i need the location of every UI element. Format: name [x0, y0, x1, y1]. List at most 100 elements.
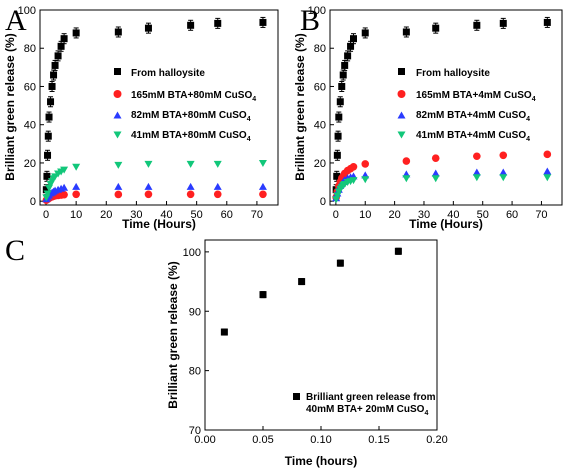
panel-b-legend: From halloysite 165mM BTA+4mM CuSO4 82mM…	[397, 68, 536, 143]
panel-b-plot-area	[329, 9, 563, 206]
panel-a-series-4-point	[43, 190, 52, 198]
panel-b-ticks: 0 10 20 30 40 50 60 70 0 20 40 60 80 100	[308, 5, 548, 221]
panel-c-xtick-label: 0.20	[426, 434, 447, 446]
legend-c-square-marker	[293, 393, 300, 400]
panel-b-series-2-point	[431, 154, 440, 162]
panel-b-series-1-point	[473, 21, 481, 29]
panel-b-ylabel: Brilliant green release (%)	[293, 33, 307, 180]
panel-a-series-4-point	[114, 161, 123, 169]
panel-a-series-1-point	[259, 18, 267, 26]
panel-b-series-2-point	[402, 157, 411, 165]
panel-c-xtick-label: 0.00	[194, 434, 215, 446]
panel-c-series-1-point	[298, 278, 306, 286]
panel-b-ytick-label: 40	[314, 120, 326, 132]
panel-b-series-1-point	[341, 61, 349, 69]
panel-b-label: B	[300, 4, 320, 37]
legend-c-line-2: 40mM BTA+ 20mM CuSO4	[306, 404, 428, 417]
panel-a-series-4-point	[258, 159, 267, 167]
panel-b-xtick-label: 0	[333, 209, 339, 221]
panel-a-ytick-label: 20	[24, 158, 36, 170]
panel-c-ytick-label: 70	[189, 425, 201, 437]
legend-a-square-marker	[114, 68, 121, 75]
panel-a-xtick-label: 30	[130, 209, 142, 221]
panel-c-series-1-point	[336, 259, 344, 267]
panel-a-series-1-point	[51, 61, 59, 69]
panel-b-series-3-point	[543, 167, 552, 175]
panel-b-series-4-point	[332, 196, 341, 204]
panel-a-series-3-point	[60, 183, 69, 191]
panel-c-xtick-label: 0.05	[252, 434, 273, 446]
legend-b-triangle-down-marker	[397, 131, 406, 139]
panel-a-ytick-label: 60	[24, 81, 36, 93]
panel-b-series-1-point	[335, 113, 343, 121]
panel-a-ytick-label: 100	[18, 5, 36, 17]
panel-b-series-4-point	[361, 176, 370, 184]
panel-c-series-1-point	[394, 247, 402, 255]
panel-b-series-1-point	[333, 151, 341, 159]
panel-a-series-1-point	[214, 19, 222, 27]
panel-b-series-2-point	[349, 162, 358, 171]
panel-a-series-2-point	[114, 190, 123, 199]
panel-b-xlabel: Time (Hours)	[409, 217, 483, 231]
panel-a-legend: From halloysite 165mM BTA+80mM CuSO4 82m…	[113, 68, 256, 143]
panel-b-ytick-label: 80	[314, 43, 326, 55]
panel-a-series-1-point	[44, 151, 52, 159]
panel-b-series-1-point	[333, 172, 341, 180]
panel-c-ytick-label: 80	[189, 366, 201, 378]
panel-a-xtick-label: 20	[100, 209, 112, 221]
panel-c-marks	[220, 247, 402, 336]
panel-a-xtick-label: 50	[191, 209, 203, 221]
legend-a-item-2: 165mM BTA+80mM CuSO4	[131, 90, 256, 103]
panel-a-series-1-point	[144, 24, 152, 32]
legend-a-triangle-down-marker	[113, 131, 122, 139]
panel-a-ytick-label: 80	[24, 43, 36, 55]
panel-a-series-3-point	[258, 182, 267, 190]
panel-a-series-1-point	[114, 28, 122, 36]
panel-c-legend: Brilliant green release from 40mM BTA+ 2…	[293, 392, 436, 417]
panel-b-series-2-point	[473, 152, 481, 161]
panel-b-series-3-point	[431, 169, 440, 177]
panel-a-series-1-point	[50, 71, 58, 79]
panel-b-series-1-point	[499, 19, 507, 27]
legend-b-item-1: From halloysite	[416, 68, 490, 79]
panel-b-series-1-point	[402, 28, 410, 36]
panel-b-xtick-label: 20	[388, 209, 400, 221]
panel-a-series-4-point	[60, 166, 69, 174]
panel-a-series-1-point	[54, 52, 62, 60]
panel-a-series-3-point	[144, 182, 153, 190]
panel-a-series-2-point	[144, 190, 153, 199]
legend-b-square-marker	[398, 68, 405, 75]
panel-b-ytick-label: 0	[320, 196, 326, 208]
panel-b-series-4-point	[472, 174, 481, 182]
panel-c-series-1-point	[220, 328, 228, 336]
panel-b-series-1-point	[334, 132, 342, 140]
panel-b-ytick-label: 20	[314, 158, 326, 170]
legend-a-item-4: 41mM BTA+80mM CuSO4	[131, 130, 251, 143]
panel-c-chart: 0.00 0.05 0.10 0.15 0.20 70 80 90 100 Time (hour…	[166, 239, 448, 468]
panel-a-series-3-point	[186, 182, 195, 190]
panel-a-series-1-point	[43, 172, 51, 180]
panel-b-series-1-point	[344, 52, 352, 60]
panel-a-series-1-point	[72, 29, 80, 37]
panel-b-xtick-label: 70	[535, 209, 547, 221]
panel-c-ytick-label: 100	[183, 247, 201, 259]
legend-c-line-1: Brilliant green release from	[306, 392, 436, 403]
panel-b-marks	[332, 16, 552, 204]
panel-b-series-1-point	[432, 24, 440, 32]
panel-a-series-4-point	[144, 160, 153, 168]
panel-a-series-4-point	[72, 163, 81, 171]
panel-a-series-1-point	[57, 42, 65, 50]
panel-b-series-4-point	[431, 175, 440, 183]
panel-b-series-4-point	[349, 177, 358, 185]
panel-b-series-2-point	[499, 151, 508, 160]
panel-a-xtick-label: 10	[70, 209, 82, 221]
panel-b-series-1-point	[336, 98, 344, 106]
panel-c-xtick-label: 0.15	[368, 434, 389, 446]
panel-a-series-1-point	[42, 186, 50, 194]
panel-a-series-2-point	[72, 190, 80, 199]
panel-c-series-1-point	[259, 291, 267, 299]
panel-b-series-2-point	[543, 150, 552, 159]
panel-c-ytick-label: 90	[189, 306, 201, 318]
panel-b-xtick-label: 50	[477, 209, 489, 221]
